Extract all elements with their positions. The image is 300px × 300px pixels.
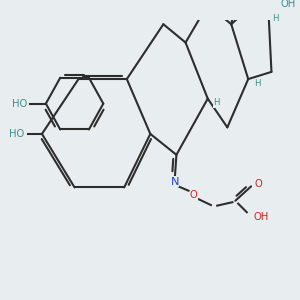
Text: H: H (272, 14, 278, 23)
Text: OH: OH (254, 212, 268, 222)
Text: N: N (171, 176, 179, 187)
Text: O: O (190, 190, 197, 200)
Text: H: H (213, 98, 219, 107)
Text: HO: HO (12, 99, 27, 109)
Text: OH: OH (280, 0, 295, 9)
Text: H: H (254, 79, 260, 88)
Text: O: O (254, 179, 262, 189)
Text: HO: HO (10, 129, 25, 139)
